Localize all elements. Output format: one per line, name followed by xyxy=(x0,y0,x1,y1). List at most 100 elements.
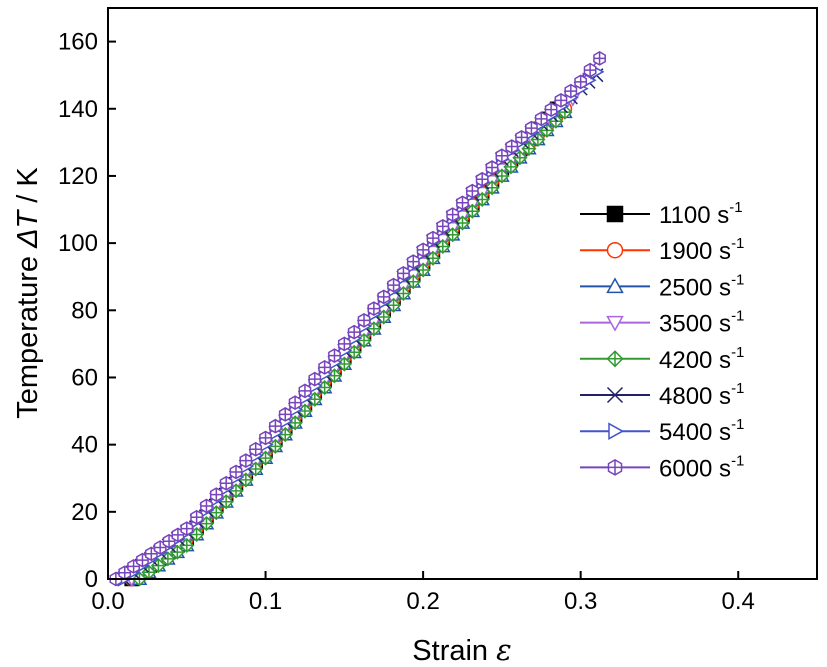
legend-item: 6000 s-1 xyxy=(580,452,744,482)
marker-hexagon-cross xyxy=(328,349,341,363)
marker-hexagon-cross xyxy=(456,196,469,210)
marker-hexagon-cross xyxy=(250,442,262,456)
marker-hexagon-cross xyxy=(593,51,606,65)
marker-diamond-cross xyxy=(190,527,204,541)
marker-hexagon-cross xyxy=(172,528,184,542)
plot-frame xyxy=(107,7,818,580)
marker-hexagon-cross xyxy=(506,140,518,154)
marker-hexagon-cross xyxy=(476,172,488,186)
series-6000-s xyxy=(109,51,606,587)
legend-item: 3500 s-1 xyxy=(580,308,744,338)
marker-diamond-cross xyxy=(367,322,381,336)
x-axis-label: Strain ε xyxy=(412,633,511,667)
marker-hexagon-cross xyxy=(269,419,282,433)
marker-hexagon-cross xyxy=(397,266,410,280)
legend-label: 3500 s-1 xyxy=(659,308,744,338)
legend-item: 4800 s-1 xyxy=(580,380,744,410)
marker-hexagon-cross xyxy=(127,559,140,573)
y-axis-label: Temperature ΔT / K xyxy=(12,167,44,419)
marker-hexagon-cross xyxy=(200,499,213,513)
legend-label-text: 1100 s xyxy=(659,202,729,229)
marker-diamond-cross xyxy=(288,416,302,430)
marker-hexagon-cross xyxy=(190,510,203,524)
marker-hexagon-cross xyxy=(565,84,577,98)
x-axis-label-symbol: ε xyxy=(496,633,512,667)
y-axis-label-text: Temperature xyxy=(12,256,44,419)
y-tick-label: 60 xyxy=(71,364,98,391)
marker-diamond-cross xyxy=(549,114,563,128)
marker-diamond-cross xyxy=(161,552,175,566)
marker-diamond-cross xyxy=(229,484,243,498)
marker-diamond-cross xyxy=(219,495,233,509)
x-axis-label-text: Strain xyxy=(412,635,488,667)
marker-diamond-cross xyxy=(170,545,184,559)
marker-diamond-cross xyxy=(377,310,391,324)
legend-label: 6000 s-1 xyxy=(659,452,744,482)
marker-diamond-cross xyxy=(504,160,518,174)
marker-hexagon-cross xyxy=(525,121,538,135)
marker-hexagon-cross xyxy=(417,243,429,257)
marker-hexagon-cross xyxy=(368,302,380,316)
marker-hexagon-cross xyxy=(259,431,272,445)
marker-diamond-cross xyxy=(180,538,194,552)
marker-hexagon-cross xyxy=(289,396,301,410)
legend-label-text: 4200 s xyxy=(659,347,731,374)
legend-label-exponent: -1 xyxy=(731,271,744,288)
marker-hexagon-cross xyxy=(210,488,222,502)
legend-item: 5400 s-1 xyxy=(580,416,744,446)
marker-hexagon-cross xyxy=(163,534,175,548)
legend-label-exponent: -1 xyxy=(731,416,744,433)
marker-diamond-cross xyxy=(278,428,292,442)
legend-label-exponent: -1 xyxy=(731,452,744,469)
marker-diamond-cross xyxy=(337,357,351,371)
legend-label-text: 1900 s xyxy=(659,238,731,265)
marker-circle xyxy=(606,241,624,259)
marker-hexagon-cross xyxy=(545,103,557,117)
marker-hexagon-cross xyxy=(446,208,459,222)
marker-diamond-cross xyxy=(199,517,213,531)
marker-diamond-cross xyxy=(607,351,623,367)
marker-diamond-cross xyxy=(318,381,332,395)
legend-label: 4800 s-1 xyxy=(659,380,744,410)
marker-hexagon-cross xyxy=(407,255,419,269)
marker-diamond-cross xyxy=(259,451,273,465)
marker-hexagon-cross xyxy=(575,75,587,89)
marker-hexagon-cross xyxy=(358,313,370,327)
y-tick-label: 20 xyxy=(71,499,98,526)
legend-label-text: 2500 s xyxy=(659,274,731,301)
marker-hexagon-cross xyxy=(608,459,622,475)
marker-hexagon-cross xyxy=(348,325,360,339)
legend-label-text: 4800 s xyxy=(659,383,731,410)
marker-hexagon-cross xyxy=(496,149,508,163)
marker-hexagon-cross xyxy=(136,553,149,567)
marker-diamond-cross xyxy=(531,132,545,146)
marker-diamond-cross xyxy=(268,439,282,453)
legend-item: 2500 s-1 xyxy=(580,271,744,301)
marker-triangle-right xyxy=(608,422,625,440)
marker-x xyxy=(606,386,624,404)
series-layer xyxy=(109,51,606,588)
x-tick-label: 0.3 xyxy=(564,588,597,615)
legend-label-exponent: -1 xyxy=(731,380,744,397)
y-tick-label: 120 xyxy=(58,163,98,190)
legend-label: 1100 s-1 xyxy=(659,199,743,229)
marker-hexagon-cross xyxy=(584,63,596,77)
marker-diamond-cross xyxy=(151,559,165,573)
marker-hexagon-cross xyxy=(318,360,331,374)
marker-hexagon-cross xyxy=(181,522,193,536)
marker-diamond-cross xyxy=(298,404,312,418)
marker-hexagon-cross xyxy=(515,130,528,144)
marker-hexagon-cross xyxy=(387,278,400,292)
x-tick-label: 0.1 xyxy=(249,588,282,615)
marker-hexagon-cross xyxy=(309,372,321,386)
marker-hexagon-cross xyxy=(535,112,547,126)
legend-label: 4200 s-1 xyxy=(659,344,744,374)
marker-diamond-cross xyxy=(522,142,536,156)
marker-diamond-cross xyxy=(249,462,263,476)
marker-hexagon-cross xyxy=(299,384,311,398)
y-tick-label: 80 xyxy=(71,297,98,324)
marker-hexagon-cross xyxy=(220,476,232,490)
marker-diamond-cross xyxy=(209,506,223,520)
legend-label-text: 5400 s xyxy=(659,419,731,446)
